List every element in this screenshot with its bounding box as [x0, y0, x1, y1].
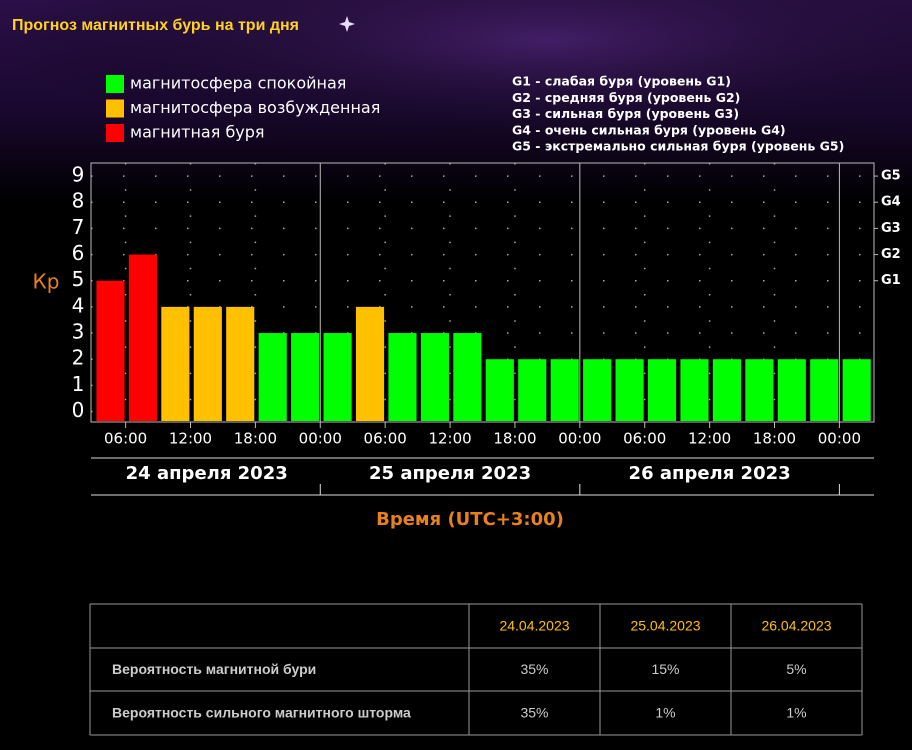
- bar: [712, 359, 741, 421]
- bar: [453, 333, 482, 421]
- bar: [647, 359, 677, 421]
- bar: [96, 280, 125, 421]
- day-label: 26 апреля 2023: [629, 463, 791, 484]
- bar: [128, 254, 157, 421]
- x-tick-label: 06:00: [104, 430, 147, 448]
- bar: [323, 333, 352, 421]
- y2-tick-label: G3: [881, 221, 901, 236]
- x-tick-label: 12:00: [169, 430, 212, 448]
- bar: [355, 306, 385, 421]
- bar: [258, 333, 287, 421]
- table-header: 25.04.2023: [630, 618, 700, 634]
- x-tick-label: 18:00: [493, 430, 536, 448]
- scale-note: G2 - средняя буря (уровень G2): [512, 90, 740, 105]
- x-tick-label: 18:00: [753, 430, 796, 448]
- y-tick-label: 5: [72, 267, 85, 291]
- y2-tick-label: G2: [881, 247, 901, 262]
- scale-note: G4 - очень сильная буря (уровень G4): [512, 122, 786, 137]
- y-tick-label: 2: [72, 346, 85, 370]
- x-tick-label: 06:00: [364, 430, 407, 448]
- x-tick-label: 12:00: [428, 430, 471, 448]
- scale-note: G3 - сильная буря (уровень G3): [512, 106, 739, 121]
- bar: [777, 359, 806, 421]
- x-tick-label: 12:00: [688, 430, 731, 448]
- bar: [193, 306, 222, 421]
- y2-tick-label: G1: [881, 273, 901, 288]
- table-header: 24.04.2023: [499, 618, 569, 634]
- bar: [518, 359, 547, 421]
- x-tick-label: 18:00: [234, 430, 277, 448]
- y-tick-label: 7: [72, 215, 85, 239]
- legend-label: магнитная буря: [130, 123, 265, 142]
- bar: [226, 306, 255, 421]
- legend-swatch: [106, 99, 124, 118]
- y2-tick-label: G5: [881, 169, 901, 184]
- table-cell: 1%: [655, 705, 675, 721]
- x-tick-label: 00:00: [818, 430, 861, 448]
- y-tick-label: 8: [72, 189, 85, 213]
- y-tick-label: 9: [72, 163, 85, 187]
- legend-label: магнитосфера спокойная: [130, 74, 346, 93]
- page-title: Прогноз магнитных бурь на три дня: [12, 17, 299, 34]
- x-tick-label: 00:00: [558, 430, 601, 448]
- day-label: 24 апреля 2023: [126, 463, 288, 484]
- y-tick-label: 6: [72, 241, 85, 265]
- glow: [0, 0, 912, 200]
- legend-swatch: [106, 75, 124, 93]
- scale-note: G1 - слабая буря (уровень G1): [512, 74, 731, 89]
- row-label: Вероятность магнитной бури: [112, 661, 316, 677]
- legend-swatch: [106, 124, 124, 142]
- y2-tick-label: G4: [881, 195, 901, 210]
- table-cell: 35%: [520, 705, 548, 721]
- table-header: 26.04.2023: [761, 618, 831, 634]
- table-cell: 1%: [786, 705, 806, 721]
- bar: [615, 359, 644, 421]
- bar: [842, 359, 871, 421]
- bar: [745, 359, 774, 421]
- bar: [680, 359, 709, 421]
- y-axis-label: Кр: [33, 270, 60, 294]
- row-label: Вероятность сильного магнитного шторма: [112, 705, 411, 721]
- table-cell: 5%: [786, 661, 806, 677]
- bar: [485, 359, 514, 421]
- x-axis-label: Время (UTC+3:00): [376, 509, 564, 530]
- day-label: 25 апреля 2023: [369, 463, 531, 484]
- star: [339, 16, 355, 32]
- y-tick-label: 1: [72, 372, 85, 396]
- y-tick-label: 0: [72, 398, 85, 422]
- table: 24.04.2023 25.04.2023 26.04.2023 Вероятност…: [89, 603, 863, 736]
- bar: [583, 359, 612, 421]
- x-tick-label: 00:00: [299, 430, 342, 448]
- table-cell: 35%: [520, 661, 548, 677]
- x-tick-label: 06:00: [623, 430, 666, 448]
- bar: [388, 333, 417, 421]
- legend-label: магнитосфера возбужденная: [130, 98, 380, 117]
- y-tick-label: 4: [72, 293, 85, 317]
- plot-frame: [90, 162, 875, 423]
- chart: магнитосфера спокойная магнитосфера возбу…: [33, 74, 901, 531]
- scale-note: G5 - экстремально сильная буря (уровень …: [512, 139, 844, 154]
- bar: [420, 333, 449, 421]
- y-tick-label: 3: [72, 320, 85, 344]
- bar: [291, 333, 320, 421]
- bar: [161, 306, 190, 421]
- bar: [550, 359, 579, 421]
- table-cell: 15%: [651, 661, 679, 677]
- bar: [810, 359, 839, 421]
